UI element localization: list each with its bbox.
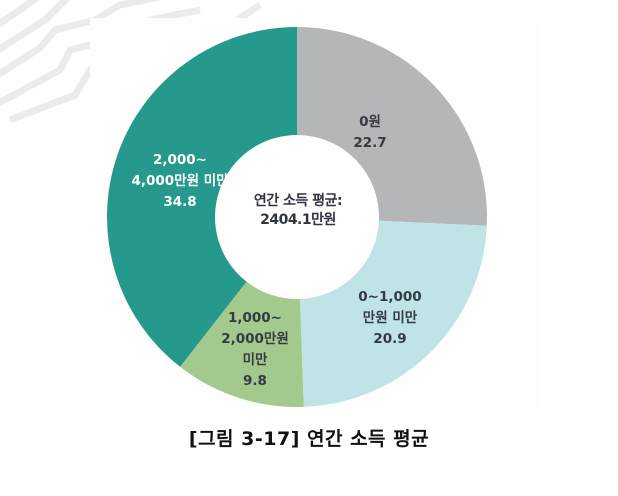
donut-slice	[180, 281, 304, 407]
slice-value: 9.8	[243, 373, 267, 389]
donut-center-label: 연간 소득 평균: 2404.1만원	[230, 192, 366, 230]
figure-caption: [그림 3-17] 연간 소득 평균	[188, 428, 430, 450]
donut-slice	[107, 27, 297, 367]
slice-label-line: 미만	[242, 352, 268, 368]
slice-value: 22.7	[353, 135, 387, 151]
donut-slice	[299, 220, 487, 407]
slice-label-0-1000: 0~1,000 만원 미만 20.9	[345, 287, 435, 350]
slice-label-line: 4,000만원 미만	[131, 173, 229, 189]
slice-label-line: 0원	[359, 114, 381, 130]
slice-value: 34.8	[163, 194, 197, 210]
slice-label-line: 1,000~	[227, 310, 282, 326]
slice-label-line: 2,000~	[152, 152, 207, 168]
slice-label-1000-2000: 1,000~ 2,000만원 미만 9.8	[215, 308, 295, 392]
slice-value: 20.9	[373, 331, 407, 347]
slice-label-2000-4000: 2,000~ 4,000만원 미만 34.8	[110, 150, 250, 213]
slice-label-line: 0~1,000	[358, 289, 422, 305]
slice-label-0won: 0원 22.7	[340, 112, 400, 154]
center-label-title: 연간 소득 평균:	[253, 193, 343, 209]
donut-slice	[297, 27, 488, 226]
slice-label-line: 만원 미만	[362, 310, 418, 326]
slice-label-line: 2,000만원	[221, 331, 289, 347]
center-label-value: 2404.1만원	[260, 212, 336, 228]
